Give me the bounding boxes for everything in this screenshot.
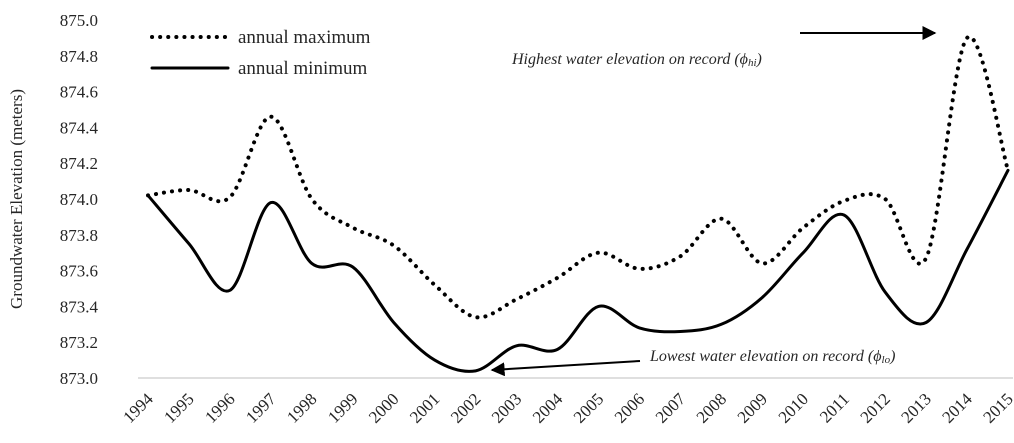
y-tick-label: 873.2	[60, 333, 98, 352]
x-tick-label: 1997	[242, 389, 280, 427]
y-tick-label: 874.4	[60, 118, 99, 137]
x-tick-label: 2013	[897, 389, 934, 426]
x-tick-label: 2010	[775, 389, 812, 426]
x-tick-label: 2007	[652, 389, 690, 427]
annotation: Lowest water elevation on record (ϕlo)	[649, 348, 895, 366]
x-tick-label: 2000	[365, 389, 402, 426]
annotation: Highest water elevation on record (ϕhi)	[511, 51, 762, 69]
legend-label: annual maximum	[238, 27, 371, 48]
x-tick-label: 2006	[611, 389, 648, 426]
annotation-text: Highest water elevation on record (ϕ	[511, 51, 748, 68]
x-tick-label: 1996	[201, 389, 238, 426]
arrow	[490, 360, 641, 377]
annotation-subscript: lo	[882, 354, 891, 366]
x-tick-label: 1999	[324, 389, 361, 426]
y-tick-label: 873.4	[60, 297, 99, 316]
x-tick-label: 2003	[488, 389, 525, 426]
y-tick-label: 875.0	[60, 11, 98, 30]
x-tick-label: 1994	[119, 389, 157, 427]
annotation-text: )	[756, 51, 762, 68]
x-tick-label: 2015	[979, 389, 1014, 426]
x-tick-label: 2008	[693, 389, 730, 426]
x-tick-label: 2009	[734, 389, 771, 426]
x-tick-label: 2002	[447, 389, 484, 426]
annotation-text: Lowest water elevation on record (ϕ	[649, 348, 882, 365]
y-tick-label: 874.6	[60, 83, 98, 102]
line-series	[146, 168, 1010, 373]
x-tick-label: 1995	[160, 389, 197, 426]
annotation-subscript: hi	[748, 57, 757, 69]
x-tick-label: 2012	[856, 389, 893, 426]
y-tick-label: 873.0	[60, 369, 98, 388]
x-tick-label: 2014	[938, 389, 976, 427]
y-axis-title: Groundwater Elevation (meters)	[7, 89, 26, 309]
y-tick-label: 874.2	[60, 154, 98, 173]
y-tick-label: 874.8	[60, 47, 98, 66]
legend-label: annual minimum	[238, 58, 368, 79]
y-tick-label: 873.8	[60, 226, 98, 245]
x-tick-label: 2001	[406, 389, 443, 426]
x-tick-label: 2005	[570, 389, 607, 426]
x-tick-label: 2011	[816, 389, 853, 426]
annotation-text: )	[889, 348, 895, 365]
y-tick-label: 873.6	[60, 262, 98, 281]
y-tick-label: 874.0	[60, 190, 98, 209]
x-tick-label: 2004	[529, 389, 567, 427]
x-tick-label: 1998	[283, 389, 320, 426]
